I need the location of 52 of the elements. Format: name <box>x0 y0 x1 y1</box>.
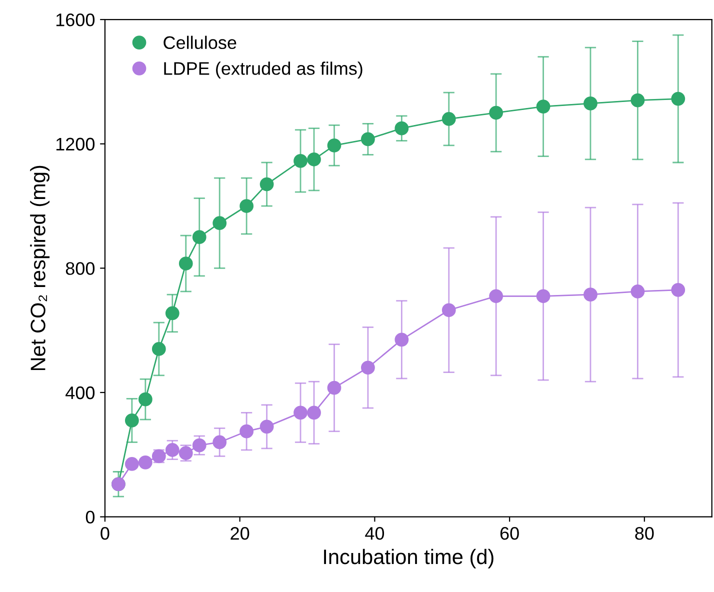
point <box>536 289 550 304</box>
point <box>138 455 152 470</box>
legend-label: Cellulose <box>164 36 236 50</box>
point <box>394 121 409 136</box>
point <box>240 424 254 438</box>
point <box>178 256 193 270</box>
point <box>192 230 206 244</box>
point <box>327 380 342 395</box>
y-tick-label: 0 <box>86 510 95 524</box>
point <box>260 420 274 434</box>
y-tick-label: 1200 <box>56 138 95 151</box>
point <box>212 435 227 450</box>
point <box>630 93 645 108</box>
point <box>361 360 375 375</box>
point <box>165 443 180 457</box>
point <box>124 457 139 471</box>
point <box>165 306 180 320</box>
x-tick-label: 40 <box>365 527 384 540</box>
point <box>394 332 409 347</box>
point <box>489 289 504 304</box>
y-tick-label: 800 <box>66 262 95 275</box>
x-tick-label: 0 <box>100 527 110 540</box>
point <box>294 406 308 420</box>
point <box>489 106 504 120</box>
point <box>152 342 166 356</box>
point <box>307 406 321 420</box>
x-tick-label: 20 <box>230 527 250 540</box>
point <box>630 284 645 298</box>
point <box>671 92 686 106</box>
y-tick-label: 400 <box>66 386 95 400</box>
point <box>584 288 598 302</box>
x-axis-title: Incubation time (d) <box>324 548 494 568</box>
point <box>442 112 456 126</box>
point <box>442 303 456 318</box>
point <box>124 414 139 428</box>
y-tick-label: 1600 <box>56 13 95 26</box>
point <box>294 154 308 168</box>
point <box>361 132 375 146</box>
x-tick-label: 60 <box>500 527 519 540</box>
point <box>327 138 342 152</box>
point <box>260 177 274 192</box>
point <box>240 199 254 213</box>
point <box>536 100 550 114</box>
x-tick-label: 80 <box>635 527 654 540</box>
point <box>307 152 321 166</box>
legend-label: LDPE (extruded as films) <box>164 62 362 78</box>
y-axis-title: Net CO₂ respired (mg) <box>30 166 50 370</box>
point <box>192 438 206 452</box>
point <box>584 96 598 110</box>
point <box>138 392 152 406</box>
point <box>212 216 227 230</box>
point <box>671 282 686 297</box>
